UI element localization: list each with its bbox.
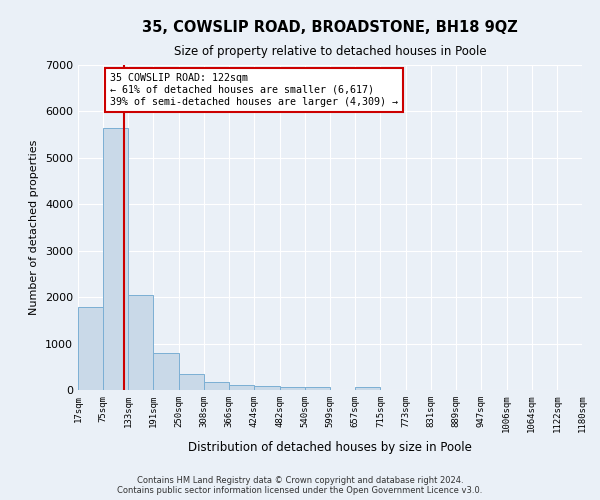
Bar [355,387,380,390]
Bar [280,386,305,390]
Y-axis label: Number of detached properties: Number of detached properties [29,140,40,315]
Bar [305,387,330,390]
Text: 35 COWSLIP ROAD: 122sqm
← 61% of detached houses are smaller (6,617)
39% of semi: 35 COWSLIP ROAD: 122sqm ← 61% of detache… [110,74,398,106]
Bar [103,128,128,390]
Bar [254,386,280,390]
Bar [204,382,229,390]
X-axis label: Distribution of detached houses by size in Poole: Distribution of detached houses by size … [188,441,472,454]
Bar [229,385,254,390]
Bar [179,374,204,390]
Text: 35, COWSLIP ROAD, BROADSTONE, BH18 9QZ: 35, COWSLIP ROAD, BROADSTONE, BH18 9QZ [142,20,518,35]
Bar [78,308,103,390]
Text: Contains HM Land Registry data © Crown copyright and database right 2024.
Contai: Contains HM Land Registry data © Crown c… [118,476,482,495]
Bar [154,353,179,390]
Text: Size of property relative to detached houses in Poole: Size of property relative to detached ho… [173,45,487,58]
Bar [128,296,154,390]
